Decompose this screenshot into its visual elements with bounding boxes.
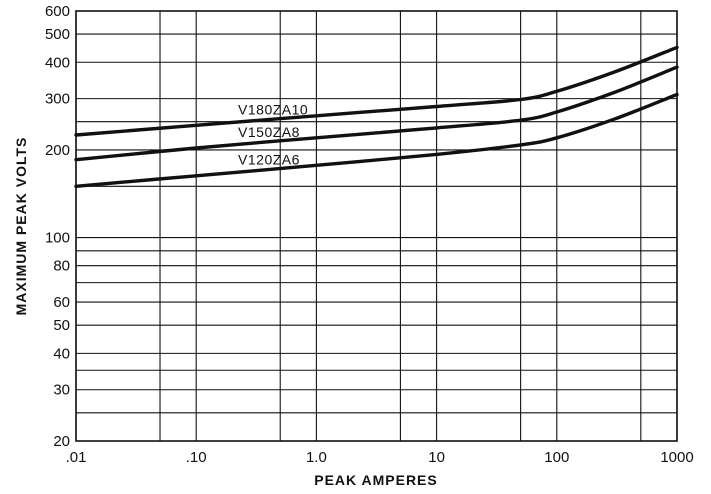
y-tick-label: 30 [53,382,70,399]
y-tick-label: 40 [53,345,70,362]
y-tick-label: 600 [45,3,70,20]
x-axis-title: PEAK AMPERES [314,472,438,488]
y-tick-label: 300 [45,91,70,108]
y-tick-label: 60 [53,294,70,311]
x-tick-label: 10 [428,449,445,466]
x-tick-label: .01 [66,449,87,466]
series-label: V180ZA10 [238,101,308,117]
series-label: V120ZA6 [238,152,300,168]
x-tick-label: 1000 [660,449,693,466]
y-tick-label: 500 [45,26,70,43]
y-tick-label: 80 [53,258,70,275]
series-labels: V180ZA10 V150ZA8 V120ZA6 [238,101,308,167]
series-line-v180za10 [74,45,679,137]
x-tick-label: 1.0 [306,449,327,466]
series-line-v150za8 [74,65,679,162]
y-tick-label: 200 [45,142,70,159]
y-tick-label: 20 [53,433,70,450]
grid [75,10,678,442]
curves [74,45,679,188]
tick-labels: .01 .10 1.0 10 100 1000 20 30 40 50 60 80 100 200 300 4… [45,3,694,466]
series-label: V150ZA8 [238,124,300,140]
x-tick-label: 100 [544,449,569,466]
y-tick-label: 100 [45,230,70,247]
y-tick-label: 400 [45,54,70,71]
y-tick-label: 50 [53,317,70,334]
x-tick-label: .10 [186,449,207,466]
series-line-v120za6 [74,92,679,188]
y-axis-title: MAXIMUM PEAK VOLTS [13,137,29,316]
plot-frame [75,10,678,442]
